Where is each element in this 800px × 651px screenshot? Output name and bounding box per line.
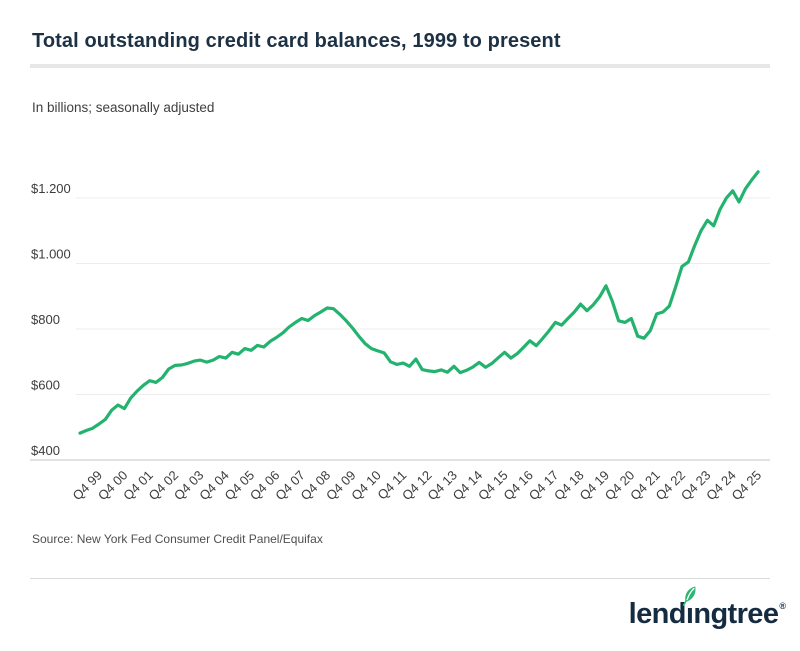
leaf-icon <box>682 586 696 606</box>
registered-mark: ® <box>779 601 786 611</box>
lendingtree-logo: lendı ngtree® <box>628 586 786 631</box>
y-tick-label: $600 <box>31 378 60 393</box>
logo-letter-i: ı <box>682 586 696 631</box>
x-tick-label: Q4 10 <box>348 468 384 504</box>
logo-text-pre: lend <box>628 598 687 630</box>
logo-text-post: ngtree <box>693 598 779 630</box>
balance-line-series <box>78 170 760 435</box>
x-tick-label: Q4 25 <box>729 468 765 504</box>
y-tick-label: $1.200 <box>31 181 71 196</box>
source-note: Source: New York Fed Consumer Credit Pan… <box>32 532 323 546</box>
y-tick-label: $1.000 <box>31 247 71 262</box>
title-divider <box>30 64 770 68</box>
chart-subtitle: In billions; seasonally adjusted <box>32 100 215 115</box>
footer-divider <box>30 578 770 579</box>
y-tick-label: $400 <box>31 443 60 458</box>
y-tick-label: $800 <box>31 312 60 327</box>
chart-title: Total outstanding credit card balances, … <box>32 30 561 52</box>
